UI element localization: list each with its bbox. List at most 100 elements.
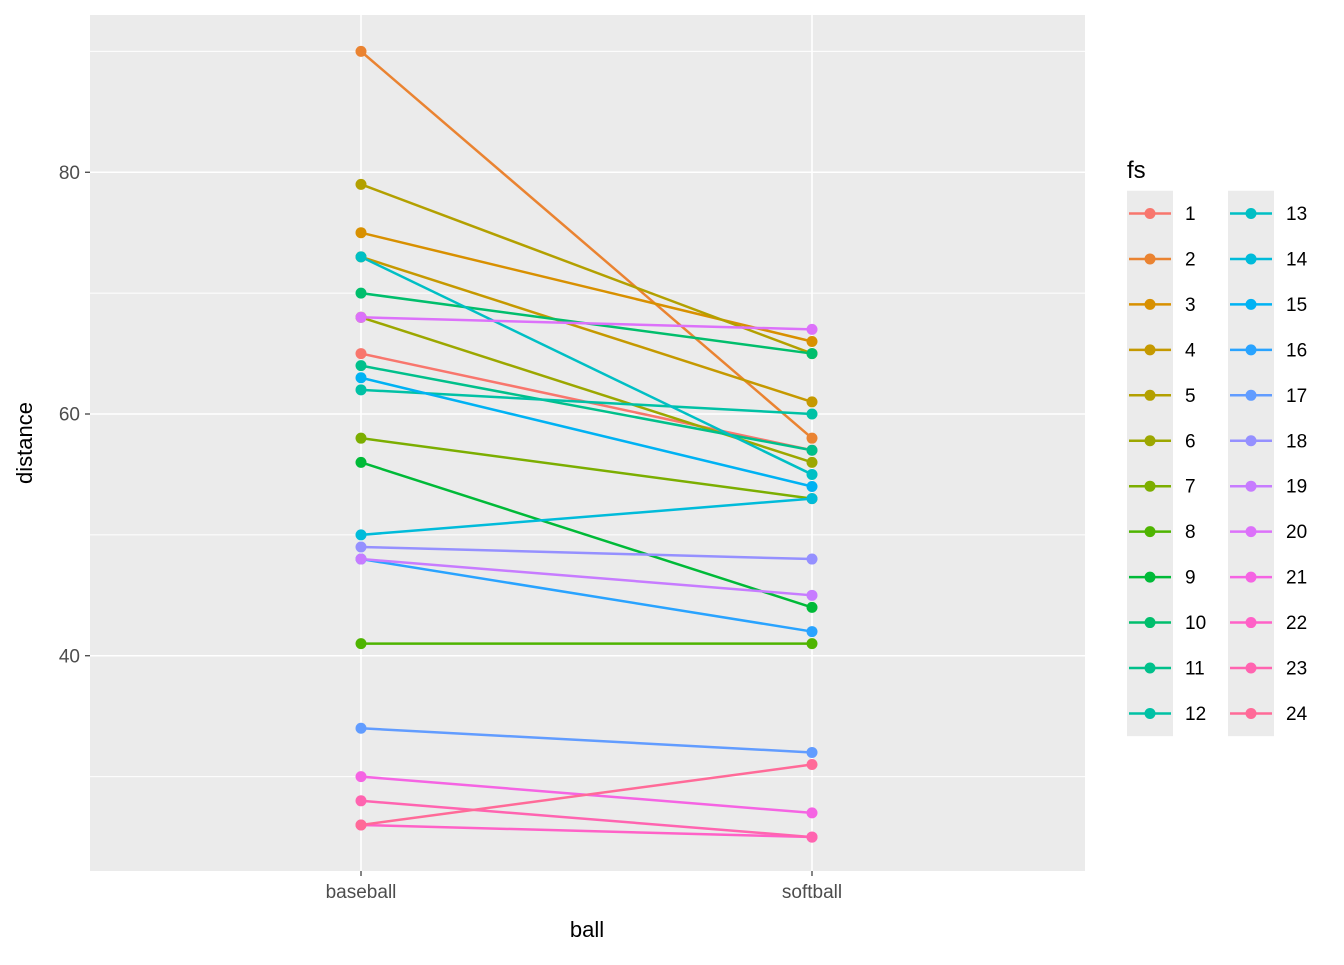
legend-label-4: 4 [1185, 340, 1196, 361]
legend-key-point-15 [1245, 298, 1257, 310]
x-axis-title: ball [570, 917, 604, 942]
legend-key-point-19 [1245, 480, 1257, 492]
series-line-11 [360, 364, 813, 452]
data-point-softball-19 [806, 589, 818, 601]
data-point-baseball-10 [355, 287, 367, 299]
legend-key-point-3 [1144, 298, 1156, 310]
legend: fs 1234567891011121314151617181920212223… [1127, 157, 1308, 737]
x-tick-label-softball: softball [782, 882, 842, 903]
y-tick-label-40: 40 [59, 646, 80, 667]
data-point-baseball-1 [355, 348, 367, 360]
data-point-softball-4 [806, 396, 818, 408]
data-point-softball-9 [806, 601, 818, 613]
legend-label-16: 16 [1286, 340, 1307, 361]
legend-label-18: 18 [1286, 431, 1307, 452]
series-line-23 [360, 799, 813, 839]
data-point-baseball-9 [355, 456, 367, 468]
legend-label-12: 12 [1185, 704, 1206, 725]
legend-key-point-18 [1245, 435, 1257, 447]
series-line-12 [360, 388, 813, 416]
data-point-softball-12 [806, 408, 818, 420]
legend-label-22: 22 [1286, 613, 1307, 634]
data-point-softball-13 [806, 468, 818, 480]
data-point-baseball-21 [355, 771, 367, 783]
legend-key-point-1 [1144, 208, 1156, 219]
data-point-baseball-13 [355, 251, 367, 263]
legend-key-point-17 [1245, 389, 1257, 401]
data-point-softball-15 [806, 481, 818, 493]
legend-label-8: 8 [1185, 522, 1196, 543]
series-lines [360, 50, 813, 839]
legend-key-point-6 [1144, 435, 1156, 447]
legend-label-3: 3 [1185, 295, 1196, 316]
legend-key-point-22 [1245, 617, 1257, 629]
series-line-4 [360, 255, 813, 404]
series-line-13 [360, 255, 813, 476]
series-line-15 [360, 376, 813, 488]
legend-key-point-21 [1245, 571, 1257, 583]
series-line-16 [360, 557, 813, 633]
series-line-17 [360, 727, 813, 754]
series-line-22 [360, 823, 813, 839]
data-point-baseball-14 [355, 529, 367, 541]
y-axis-title: distance [12, 402, 37, 484]
data-point-softball-20 [806, 323, 818, 335]
data-point-baseball-23 [355, 795, 367, 807]
series-line-24 [360, 763, 813, 827]
data-point-baseball-3 [355, 227, 367, 239]
legend-key-point-10 [1144, 617, 1156, 629]
legend-label-24: 24 [1286, 704, 1308, 725]
legend-label-1: 1 [1185, 204, 1196, 225]
series-points [355, 45, 818, 843]
legend-key-point-23 [1245, 662, 1257, 674]
legend-key-point-20 [1245, 526, 1257, 538]
y-tick-label-80: 80 [59, 163, 80, 184]
legend-key-point-14 [1245, 253, 1257, 265]
legend-label-20: 20 [1286, 522, 1307, 543]
data-point-baseball-19 [355, 553, 367, 565]
data-point-softball-14 [806, 493, 818, 505]
data-point-baseball-18 [355, 541, 367, 553]
series-line-14 [360, 497, 813, 537]
legend-key-band [1228, 190, 1274, 737]
data-point-softball-23 [806, 831, 818, 843]
legend-key-point-4 [1144, 344, 1156, 356]
legend-label-19: 19 [1286, 477, 1307, 498]
legend-key-point-12 [1144, 707, 1156, 719]
legend-label-15: 15 [1286, 295, 1307, 316]
legend-label-14: 14 [1286, 249, 1308, 270]
data-point-softball-8 [806, 638, 818, 650]
data-point-baseball-2 [355, 45, 367, 57]
data-point-baseball-7 [355, 432, 367, 444]
data-point-softball-2 [806, 432, 818, 444]
legend-key-point-9 [1144, 571, 1156, 583]
series-line-3 [360, 231, 813, 343]
legend-label-9: 9 [1185, 568, 1196, 589]
data-point-baseball-15 [355, 372, 367, 384]
legend-label-13: 13 [1286, 204, 1307, 225]
legend-key-point-8 [1144, 526, 1156, 538]
data-point-softball-3 [806, 335, 818, 347]
x-tick-label-baseball: baseball [326, 882, 397, 903]
data-point-softball-17 [806, 746, 818, 758]
legend-label-17: 17 [1286, 386, 1307, 407]
data-point-baseball-5 [355, 178, 367, 190]
data-point-softball-11 [806, 444, 818, 456]
legend-label-7: 7 [1185, 477, 1196, 498]
axis-labels: 40 60 80 baseball softball [59, 163, 842, 903]
data-point-softball-24 [806, 759, 818, 771]
series-line-20 [360, 316, 813, 331]
series-line-5 [360, 183, 813, 355]
data-point-softball-16 [806, 626, 818, 638]
data-point-baseball-11 [355, 360, 367, 372]
data-point-baseball-12 [355, 384, 367, 396]
legend-key-point-16 [1245, 344, 1257, 356]
data-point-softball-18 [806, 553, 818, 565]
legend-label-11: 11 [1185, 659, 1205, 680]
legend-label-21: 21 [1286, 568, 1307, 589]
data-point-softball-21 [806, 807, 818, 819]
data-point-baseball-17 [355, 722, 367, 734]
